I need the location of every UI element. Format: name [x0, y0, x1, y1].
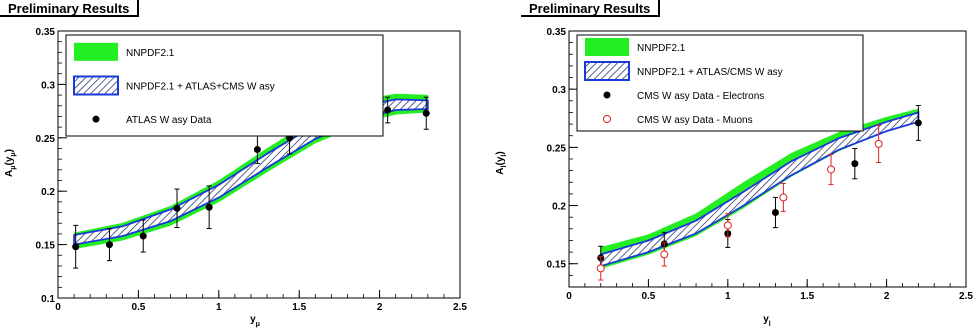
data-point-open [827, 165, 836, 174]
legend-label: CMS W asy Data - Electrons [637, 91, 764, 102]
x-tick-label: 2.5 [959, 291, 973, 302]
x-axis-title: yl [763, 314, 771, 328]
data-point [384, 106, 392, 114]
chart-right-svg: 0 0.5 1 1.5 2 2.5 0.15 0.2 0.25 0.3 0.35 NNPDF2.1 NN… [495, 27, 973, 328]
legend-swatch-hatched [73, 75, 119, 96]
data-point [72, 243, 80, 251]
y-tick-label: 0.15 [547, 260, 567, 271]
data-point [205, 203, 213, 211]
x-tick-label: 0.5 [641, 291, 655, 302]
legend-swatch-green [74, 42, 118, 61]
y-tick-label: 0.1 [41, 294, 55, 305]
x-tick-label: 0 [566, 291, 572, 302]
y-tick-label: 0.25 [36, 134, 56, 145]
legend-label: NNPDF2.1 + ATLAS+CMS W asy [126, 82, 275, 93]
data-point-open [723, 221, 732, 230]
x-tick-label: 2.5 [453, 302, 467, 313]
x-tick-label: 2 [377, 302, 383, 313]
data-point [422, 109, 430, 117]
legend-label: CMS W asy Data - Muons [637, 115, 753, 126]
y-tick-label: 0.35 [547, 27, 567, 38]
x-axis-title: yμ [250, 314, 260, 328]
y-tick-label: 0.15 [36, 241, 56, 252]
chart-panel-left: Preliminary Results 0 0.5 1 1.5 2 2.5 0.1 0.15 0… [0, 0, 488, 333]
chart-left-svg: 0 0.5 1 1.5 2 2.5 0.1 0.15 0.2 0.25 0.3 0.35 NNPDF2.… [4, 27, 467, 328]
y-tick-label: 0.2 [552, 202, 566, 213]
x-tick-label: 2 [884, 291, 890, 302]
y-tick-label: 0.35 [36, 27, 56, 38]
legend-label: ATLAS W asy Data [126, 115, 212, 126]
x-tick-label: 0.5 [131, 302, 145, 313]
data-point-open [874, 139, 883, 148]
y-tick-label: 0.25 [547, 143, 567, 154]
legend-marker [92, 115, 100, 123]
data-point [771, 209, 779, 217]
data-point [173, 204, 181, 212]
nnpdf21-wasy-band [73, 98, 429, 246]
legend-swatch-hatched [584, 61, 630, 81]
x-tick-label: 1 [725, 291, 731, 302]
x-tick-label: 1.5 [800, 291, 814, 302]
legend-marker-open [603, 115, 611, 123]
data-point-open [660, 250, 669, 259]
legend-swatch-green [585, 38, 629, 56]
chart-panel-right: Preliminary Results 0 0.5 1 1.5 2 2.5 0.15 0.2 0… [489, 0, 977, 333]
preliminary-banner: Preliminary Results [0, 0, 140, 17]
legend-label: NNPDF2.1 + ATLAS/CMS W asy [637, 67, 783, 78]
y-tick-label: 0.2 [41, 187, 55, 198]
y-tick-label: 0.3 [41, 80, 55, 91]
data-point [105, 241, 113, 249]
legend-marker [603, 91, 611, 99]
y-tick-label: 0.3 [552, 85, 566, 96]
x-tick-label: 0 [55, 302, 61, 313]
legend-label: NNPDF2.1 [126, 48, 175, 59]
y-axis-title: Al(yl) [495, 151, 508, 174]
x-tick-label: 1 [216, 302, 222, 313]
x-tick-label: 1.5 [292, 302, 306, 313]
preliminary-banner: Preliminary Results [521, 0, 661, 17]
data-point-open [779, 193, 788, 202]
data-point [851, 160, 859, 168]
y-axis-title: Aμ(yμ) [4, 149, 17, 177]
data-point [253, 146, 261, 154]
legend-label: NNPDF2.1 [637, 43, 686, 54]
data-point-open [596, 264, 605, 273]
data-point [139, 232, 147, 240]
data-point [914, 119, 922, 127]
